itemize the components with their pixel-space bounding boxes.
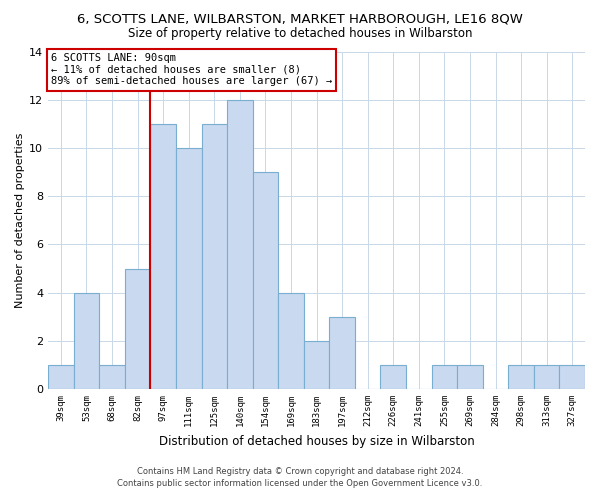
Bar <box>329 316 355 389</box>
Y-axis label: Number of detached properties: Number of detached properties <box>15 132 25 308</box>
Bar <box>304 341 329 389</box>
Text: Size of property relative to detached houses in Wilbarston: Size of property relative to detached ho… <box>128 28 472 40</box>
Bar <box>457 365 483 389</box>
Bar <box>202 124 227 389</box>
X-axis label: Distribution of detached houses by size in Wilbarston: Distribution of detached houses by size … <box>159 434 475 448</box>
Bar <box>227 100 253 389</box>
Bar <box>176 148 202 389</box>
Bar <box>125 268 151 389</box>
Bar <box>253 172 278 389</box>
Bar <box>151 124 176 389</box>
Bar <box>278 292 304 389</box>
Bar <box>380 365 406 389</box>
Text: 6, SCOTTS LANE, WILBARSTON, MARKET HARBOROUGH, LE16 8QW: 6, SCOTTS LANE, WILBARSTON, MARKET HARBO… <box>77 12 523 26</box>
Bar <box>431 365 457 389</box>
Text: 6 SCOTTS LANE: 90sqm
← 11% of detached houses are smaller (8)
89% of semi-detach: 6 SCOTTS LANE: 90sqm ← 11% of detached h… <box>51 53 332 86</box>
Bar <box>534 365 559 389</box>
Text: Contains HM Land Registry data © Crown copyright and database right 2024.
Contai: Contains HM Land Registry data © Crown c… <box>118 466 482 487</box>
Bar <box>508 365 534 389</box>
Bar <box>559 365 585 389</box>
Bar <box>99 365 125 389</box>
Bar <box>48 365 74 389</box>
Bar <box>74 292 99 389</box>
